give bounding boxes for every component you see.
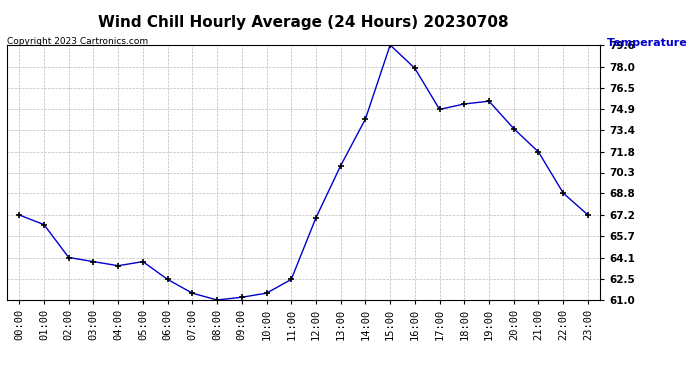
Text: Temperature (°F): Temperature (°F) bbox=[607, 38, 690, 48]
Text: Wind Chill Hourly Average (24 Hours) 20230708: Wind Chill Hourly Average (24 Hours) 202… bbox=[98, 15, 509, 30]
Text: Copyright 2023 Cartronics.com: Copyright 2023 Cartronics.com bbox=[7, 38, 148, 46]
